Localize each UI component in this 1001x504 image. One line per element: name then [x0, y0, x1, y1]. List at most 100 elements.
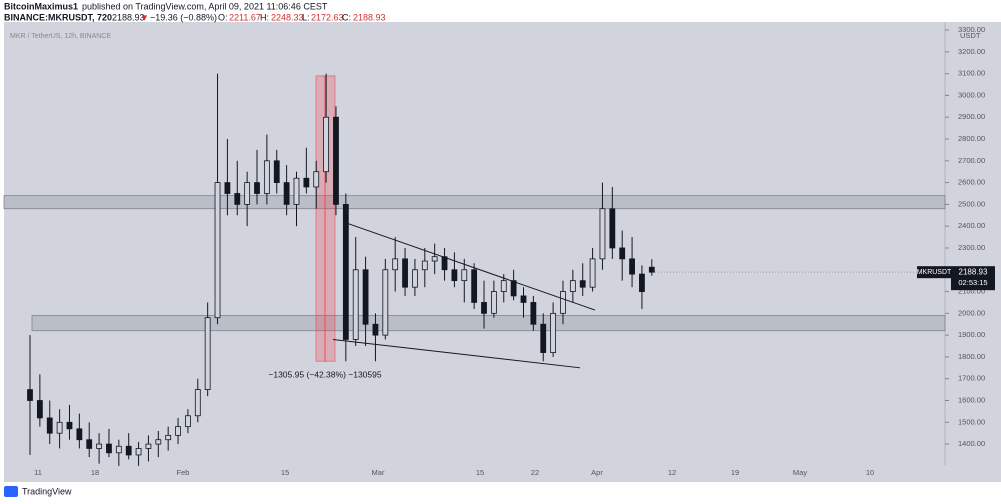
candle-body — [569, 280, 576, 292]
measure-label: −1305.95 (−42.38%) −130595 — [268, 370, 381, 380]
y-tick-label: 1600.00 — [958, 395, 985, 404]
x-tick-label: Feb — [177, 468, 190, 477]
y-tick-label: 2500.00 — [958, 199, 985, 208]
zone — [3, 195, 946, 210]
candle-body — [510, 280, 517, 297]
symbol-tag-text: MKRUSDT — [917, 269, 952, 276]
close-value: 2188.93 — [353, 12, 386, 22]
candle-body — [520, 295, 527, 303]
x-tick-label: 19 — [731, 468, 739, 477]
y-tick-label: 2000.00 — [958, 308, 985, 317]
candle-body — [362, 269, 369, 325]
candle-body — [224, 182, 231, 194]
candle-body — [165, 434, 172, 441]
candle-body — [560, 291, 566, 314]
trendline — [332, 338, 581, 369]
candle-body — [500, 280, 507, 292]
candle-body — [96, 443, 102, 449]
y-tick-label: 2600.00 — [958, 178, 985, 187]
candle-body — [639, 273, 645, 292]
candle-body — [530, 302, 537, 325]
candle-body — [86, 439, 93, 449]
y-tick-label: 3200.00 — [958, 47, 985, 56]
candle-body — [194, 389, 201, 417]
y-tick-label: 1800.00 — [958, 352, 985, 361]
x-tick-label: May — [793, 468, 807, 477]
change-arrow: ▼ — [140, 12, 149, 22]
candle-body — [273, 160, 280, 183]
candle-body — [293, 177, 300, 205]
candle-body — [342, 203, 349, 340]
high-value: 2248.33 — [271, 12, 304, 22]
candle-body — [76, 428, 83, 441]
y-tick-label: 2700.00 — [958, 156, 985, 165]
candle-body — [451, 269, 458, 282]
candle-body — [599, 208, 606, 260]
x-tick-label: 15 — [281, 468, 289, 477]
x-tick-label: Mar — [372, 468, 385, 477]
open-value: 2211.67 — [229, 12, 261, 22]
zone — [31, 315, 946, 332]
candle-body — [115, 445, 122, 454]
candle-body — [27, 389, 33, 401]
trendline — [342, 221, 596, 311]
candle-body — [372, 323, 379, 336]
y-tick-label: 1900.00 — [958, 330, 985, 339]
candle-body — [619, 247, 626, 260]
candle-body — [402, 258, 408, 288]
candle-body — [125, 445, 132, 456]
candle-body — [421, 260, 428, 271]
candle-body — [579, 280, 586, 288]
y-tick-label: 3300.00 — [958, 25, 985, 34]
axis-unit: USDT — [960, 31, 981, 40]
price-tag-countdown: 02:53:15 — [958, 278, 987, 287]
y-tick-label: 2800.00 — [958, 134, 985, 143]
y-tick-label: 2100.00 — [958, 287, 985, 296]
candle-body — [175, 426, 181, 436]
candle-body — [106, 443, 112, 454]
high-label: H: — [260, 12, 269, 22]
chart-title: MKR / TetherUS, 12h, BINANCE — [10, 33, 111, 40]
low-label: L: — [302, 12, 310, 22]
price-axis — [945, 22, 1001, 465]
low-value: 2172.63 — [311, 12, 344, 22]
candle-body — [145, 443, 152, 449]
candle-body — [283, 182, 290, 205]
close-label: C: — [342, 12, 351, 22]
open-label: O: — [218, 12, 228, 22]
logo — [4, 486, 18, 497]
candle-body — [204, 317, 211, 391]
candle-body — [550, 312, 557, 353]
candle-body — [609, 208, 616, 249]
candle-body — [431, 256, 438, 262]
price-tag — [951, 266, 995, 291]
x-tick-label: 10 — [866, 468, 874, 477]
x-tick-label: 15 — [476, 468, 484, 477]
candle-body — [46, 417, 53, 434]
candle-body — [461, 269, 468, 282]
candle-body — [66, 421, 73, 430]
y-tick-label: 2300.00 — [958, 243, 985, 252]
author: BitcoinMaximus1 — [4, 1, 78, 11]
candle-body — [323, 116, 330, 173]
price-tag-value: 2188.93 — [959, 267, 988, 276]
candle-body — [648, 266, 655, 273]
candle-body — [135, 448, 142, 456]
symbol-tag — [917, 266, 951, 279]
x-tick-label: 22 — [531, 468, 539, 477]
plot-area — [4, 22, 945, 465]
candle-body — [185, 415, 191, 428]
candle-body — [412, 269, 418, 288]
candle-body — [244, 182, 251, 205]
candle-body — [313, 171, 320, 188]
y-tick-label: 2900.00 — [958, 112, 985, 121]
symbol: BINANCE:MKRUSDT, 720 — [4, 12, 112, 22]
candle-body — [263, 160, 270, 194]
candle-body — [36, 400, 43, 419]
y-tick-label: 2400.00 — [958, 221, 985, 230]
candle-body — [56, 421, 63, 434]
candle-body — [155, 439, 162, 445]
published: published on TradingView.com, April 09, … — [82, 1, 328, 11]
x-tick-label: 12 — [668, 468, 676, 477]
candle-body — [303, 177, 310, 188]
